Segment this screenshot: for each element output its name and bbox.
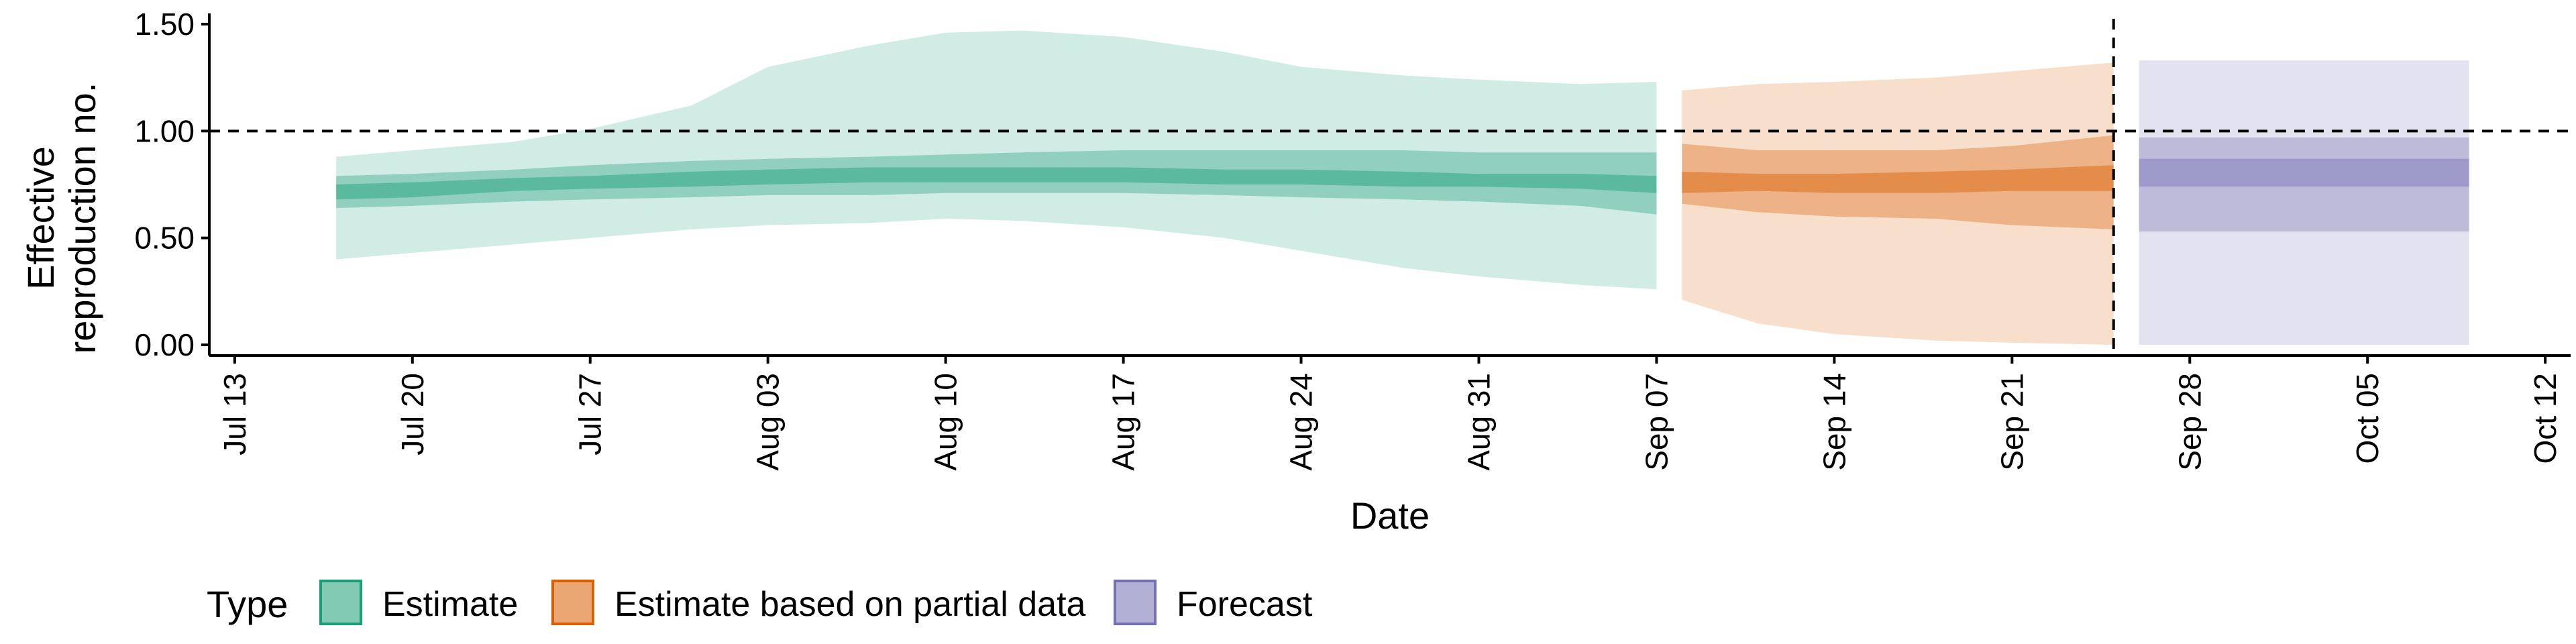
x-tick-label: Aug 31 [1461, 373, 1496, 471]
legend-key-2 [1114, 580, 1157, 625]
x-tick-label: Sep 28 [2172, 373, 2207, 471]
x-tick-label: Aug 24 [1284, 373, 1319, 471]
legend: Type Estimate Estimate based on partial d… [207, 580, 1313, 625]
band-50-series-2 [2139, 137, 2469, 232]
x-tick-label: Aug 17 [1106, 373, 1141, 471]
series-2 [2139, 60, 2469, 345]
band-90-series-0 [336, 30, 1657, 290]
y-tick-label: 0.50 [134, 221, 195, 256]
x-tick-label: Aug 10 [928, 373, 963, 471]
legend-key-0 [319, 580, 362, 625]
y-tick-label: 1.00 [134, 113, 195, 148]
band-20-series-0 [336, 167, 1657, 200]
x-tick-label: Sep 07 [1639, 373, 1674, 471]
band-90-series-1 [1682, 62, 2114, 345]
x-tick-label: Jul 27 [573, 373, 608, 455]
band-20-series-2 [2139, 158, 2469, 187]
legend-key-1 [551, 580, 594, 625]
x-tick-label: Sep 14 [1817, 373, 1851, 471]
y-tick-label: 1.50 [134, 7, 195, 42]
y-axis-title-line: reproduction no. [61, 83, 103, 354]
x-tick-label: Jul 13 [217, 373, 252, 455]
y-tick-label: 0.00 [134, 327, 195, 362]
legend-label-2: Forecast [1177, 585, 1313, 624]
y-axis-title-line: Effective [19, 146, 62, 290]
legend-label-1: Estimate based on partial data [614, 585, 1086, 624]
uncertainty-bands [336, 30, 2469, 345]
x-axis-title: Date [1350, 494, 1430, 537]
x-tick-label: Aug 03 [751, 373, 786, 471]
band-50-series-1 [1682, 135, 2114, 229]
y-axis-title: Effectivereproduction no. [19, 83, 103, 354]
series-1 [1682, 62, 2114, 345]
series-0 [336, 30, 1657, 290]
x-tick-label: Oct 05 [2350, 373, 2385, 464]
x-tick-label: Sep 21 [1994, 373, 2029, 471]
x-tick-label: Jul 20 [395, 373, 430, 455]
legend-label-0: Estimate [382, 585, 518, 624]
legend-title: Type [207, 583, 288, 625]
band-20-series-1 [1682, 165, 2114, 193]
band-50-series-0 [336, 150, 1657, 215]
axis-labels: Effectivereproduction no. Date [19, 83, 1430, 537]
axes: 0.00 0.50 1.00 1.50 Jul 13 Jul 20 Jul 27 Aug 03… [134, 7, 2571, 471]
x-tick-label: Oct 12 [2528, 373, 2563, 464]
